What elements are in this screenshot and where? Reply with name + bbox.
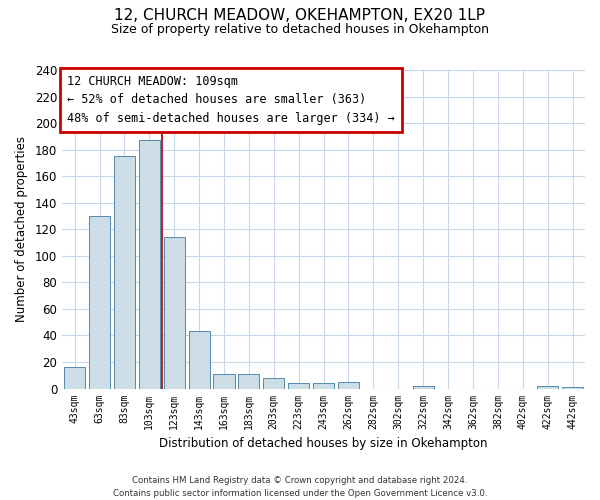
Bar [313,383,334,388]
Bar [188,332,209,388]
Text: Contains HM Land Registry data © Crown copyright and database right 2024.
Contai: Contains HM Land Registry data © Crown c… [113,476,487,498]
Bar [214,374,235,388]
Bar [338,382,359,388]
Bar [263,378,284,388]
Bar [537,386,558,388]
Bar [139,140,160,388]
Bar [288,383,309,388]
Y-axis label: Number of detached properties: Number of detached properties [15,136,28,322]
Bar [89,216,110,388]
X-axis label: Distribution of detached houses by size in Okehampton: Distribution of detached houses by size … [160,437,488,450]
Text: 12 CHURCH MEADOW: 109sqm
← 52% of detached houses are smaller (363)
48% of semi-: 12 CHURCH MEADOW: 109sqm ← 52% of detach… [67,75,395,125]
Bar [64,368,85,388]
Bar [164,237,185,388]
Text: 12, CHURCH MEADOW, OKEHAMPTON, EX20 1LP: 12, CHURCH MEADOW, OKEHAMPTON, EX20 1LP [115,8,485,22]
Bar [114,156,135,388]
Text: Size of property relative to detached houses in Okehampton: Size of property relative to detached ho… [111,22,489,36]
Bar [238,374,259,388]
Bar [413,386,434,388]
Bar [562,387,583,388]
